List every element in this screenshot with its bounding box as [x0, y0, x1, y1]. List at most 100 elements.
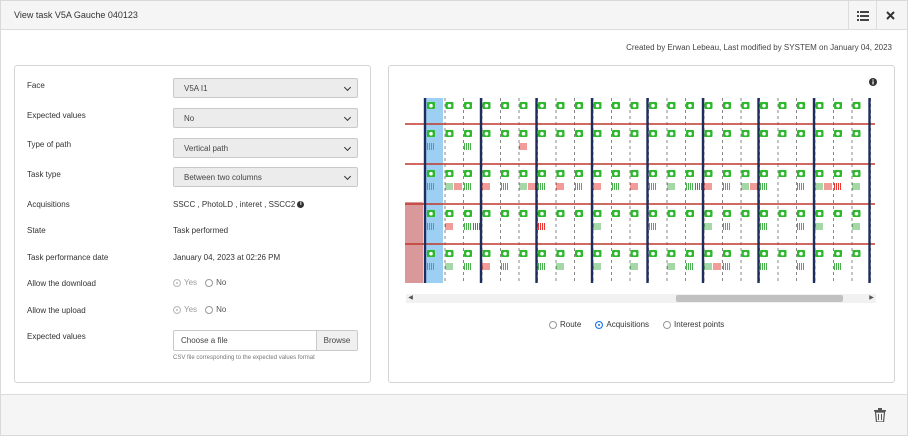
barcode-mark: [595, 223, 597, 230]
barcode-mark: [856, 223, 858, 230]
camera-lens: [540, 251, 544, 256]
barcode-mark: [817, 223, 819, 230]
close-button[interactable]: [876, 1, 904, 30]
barcode-mark: [764, 263, 765, 270]
barcode-mark: [597, 223, 599, 230]
barcode-mark: [651, 183, 652, 190]
expected-values-label: Expected values: [27, 111, 86, 120]
barcode-mark: [762, 183, 763, 190]
view-mode-radios: Route Acquisitions Interest points: [549, 320, 724, 329]
file-input[interactable]: Choose a file: [181, 336, 228, 345]
modal-footer: [1, 394, 907, 435]
camera-lens: [521, 131, 526, 136]
mode-interest-points[interactable]: Interest points: [663, 320, 724, 329]
camera-lens: [854, 211, 859, 216]
browse-button[interactable]: Browse: [316, 331, 357, 350]
mode-acquisitions[interactable]: Acquisitions: [595, 320, 649, 329]
barcode-mark: [521, 183, 523, 190]
scroll-right-icon[interactable]: ▶: [869, 295, 874, 301]
info-icon[interactable]: i: [297, 201, 305, 209]
barcode-mark: [840, 183, 841, 190]
barcode-mark: [821, 223, 823, 230]
barcode-mark: [840, 263, 841, 270]
barcode-mark: [723, 183, 724, 190]
barcode-mark: [766, 263, 767, 270]
barcode-mark: [503, 183, 504, 190]
barcode-mark: [828, 183, 830, 190]
barcode-mark: [562, 263, 564, 270]
barcode-mark: [729, 263, 730, 270]
barcode-mark: [505, 263, 506, 270]
barcode-mark: [706, 183, 708, 190]
scroll-thumb[interactable]: [676, 295, 843, 302]
barcode-mark: [427, 223, 428, 230]
face-select[interactable]: V5A I1: [173, 78, 358, 98]
allow-download-no[interactable]: No: [205, 278, 226, 287]
camera-lens: [429, 211, 433, 216]
mode-route[interactable]: Route: [549, 320, 581, 329]
barcode-mark: [507, 183, 508, 190]
barcode-mark: [852, 183, 854, 190]
barcode-mark: [525, 183, 527, 190]
barcode-mark: [560, 183, 562, 190]
info-icon[interactable]: [869, 78, 877, 86]
state-value: Task performed: [173, 226, 229, 235]
barcode-mark: [433, 143, 434, 150]
barcode-mark: [468, 263, 469, 270]
barcode-mark: [579, 183, 580, 190]
barcode-mark: [673, 263, 675, 270]
barcode-mark: [725, 263, 726, 270]
barcode-mark: [710, 263, 712, 270]
camera-lens: [484, 171, 489, 176]
barcode-mark: [706, 263, 708, 270]
barcode-mark: [614, 183, 615, 190]
barcode-mark: [830, 183, 832, 190]
barcode-mark: [451, 263, 453, 270]
barcode-mark: [760, 183, 761, 190]
camera-lens: [632, 251, 637, 256]
acquisitions-label: Acquisitions: [27, 200, 70, 209]
barcode-mark: [595, 263, 597, 270]
camera-lens: [614, 251, 618, 256]
barcode-mark: [544, 263, 545, 270]
barcode-mark: [708, 223, 710, 230]
barcode-mark: [699, 183, 700, 190]
barcode-mark: [599, 263, 601, 270]
scroll-left-icon[interactable]: ◀: [408, 295, 413, 301]
barcode-mark: [470, 183, 471, 190]
shelf-grid[interactable]: [405, 98, 875, 283]
face-label: Face: [27, 81, 45, 90]
barcode-mark: [464, 263, 465, 270]
allow-upload-yes[interactable]: Yes: [173, 305, 197, 314]
camera-lens: [762, 131, 766, 136]
camera-lens: [743, 131, 748, 136]
camera-lens: [577, 211, 581, 216]
barcode-mark: [803, 223, 804, 230]
horizontal-scrollbar[interactable]: ◀ ▶: [406, 294, 876, 303]
task-type-select[interactable]: Between two columns: [173, 167, 358, 187]
barcode-mark: [558, 263, 560, 270]
barcode-mark: [464, 183, 465, 190]
camera-lens: [632, 103, 637, 108]
barcode-mark: [486, 263, 488, 270]
barcode-mark: [473, 223, 474, 230]
allow-upload-no[interactable]: No: [205, 305, 226, 314]
barcode-mark: [431, 143, 432, 150]
camera-lens: [447, 211, 452, 216]
list-view-button[interactable]: [848, 1, 876, 30]
allow-download-yes[interactable]: Yes: [173, 278, 197, 287]
barcode-mark: [797, 183, 798, 190]
camera-lens: [725, 103, 729, 108]
barcode-mark: [723, 223, 724, 230]
barcode-mark: [762, 223, 763, 230]
barcode-mark: [824, 183, 826, 190]
barcode-mark: [819, 183, 821, 190]
barcode-mark: [671, 183, 673, 190]
barcode-mark: [532, 183, 534, 190]
barcode-mark: [466, 183, 467, 190]
expected-values-select[interactable]: No: [173, 108, 358, 128]
type-of-path-select[interactable]: Vertical path: [173, 138, 358, 158]
trash-icon[interactable]: [874, 408, 886, 422]
barcode-mark: [612, 183, 613, 190]
camera-lens: [817, 103, 822, 108]
